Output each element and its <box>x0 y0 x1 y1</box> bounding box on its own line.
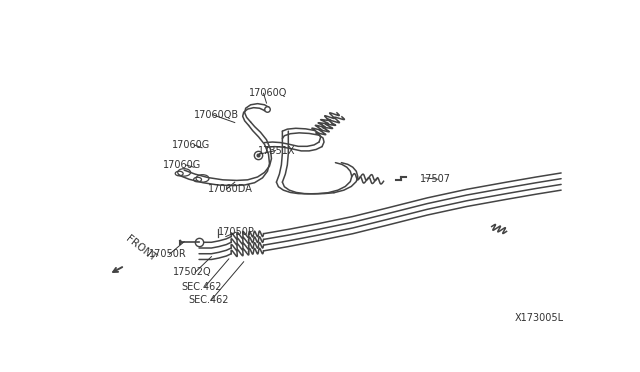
Text: 17060DA: 17060DA <box>208 184 253 194</box>
Text: 17060QB: 17060QB <box>194 110 239 120</box>
Text: SEC.462: SEC.462 <box>182 282 222 292</box>
Text: 17502Q: 17502Q <box>173 267 211 278</box>
Text: 17351X: 17351X <box>257 145 295 155</box>
Text: 17050P: 17050P <box>218 227 255 237</box>
Text: 17060G: 17060G <box>163 160 201 170</box>
Text: FRONT: FRONT <box>124 233 157 263</box>
Text: 17060Q: 17060Q <box>249 88 287 98</box>
Text: 17050R: 17050R <box>150 249 187 259</box>
Text: SEC.462: SEC.462 <box>188 295 228 305</box>
Text: 17060G: 17060G <box>172 140 210 150</box>
Text: 17507: 17507 <box>420 174 451 184</box>
Text: X173005L: X173005L <box>515 313 564 323</box>
